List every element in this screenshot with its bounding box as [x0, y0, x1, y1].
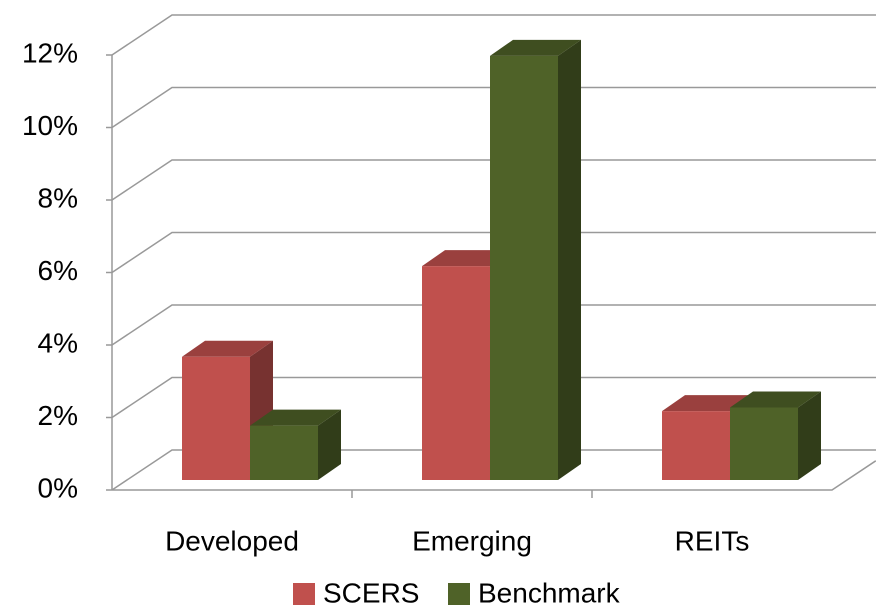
bar-front — [662, 411, 730, 480]
bar-side — [798, 391, 821, 480]
y-tick-label: 10% — [22, 110, 78, 141]
grid-line — [111, 304, 876, 346]
bar-front — [422, 266, 490, 480]
y-tick-label: 4% — [38, 327, 78, 358]
bar-front — [730, 407, 798, 480]
x-tick-label: Emerging — [412, 525, 532, 556]
bar-side — [558, 39, 581, 480]
bar-front — [250, 425, 318, 480]
bar-top — [250, 409, 341, 426]
bar-top — [182, 340, 273, 357]
x-tick-label: Developed — [165, 525, 299, 556]
grid-line — [111, 159, 876, 201]
legend-label: Benchmark — [478, 577, 621, 608]
y-tick-label: 0% — [38, 472, 78, 503]
y-tick-label: 12% — [22, 37, 78, 68]
bar-side — [318, 409, 341, 480]
grid-line — [111, 231, 876, 274]
y-tick-label: 2% — [38, 400, 78, 431]
x-tick-label: REITs — [675, 525, 750, 556]
bar — [730, 391, 821, 480]
legend-label: SCERS — [323, 577, 419, 608]
y-tick-label: 6% — [38, 255, 78, 286]
bar-top — [730, 391, 821, 408]
bar — [490, 39, 581, 480]
bar — [250, 409, 341, 480]
legend-swatch — [293, 583, 315, 605]
bar-front — [490, 55, 558, 480]
bar-top — [662, 395, 753, 412]
grid-line — [111, 14, 876, 56]
legend-swatch — [448, 583, 470, 605]
grid-line — [111, 449, 876, 491]
y-tick-label: 8% — [38, 182, 78, 213]
grid-line — [111, 86, 876, 129]
grid-line — [111, 376, 876, 419]
bar-front — [182, 356, 250, 480]
bar-top — [490, 39, 581, 56]
